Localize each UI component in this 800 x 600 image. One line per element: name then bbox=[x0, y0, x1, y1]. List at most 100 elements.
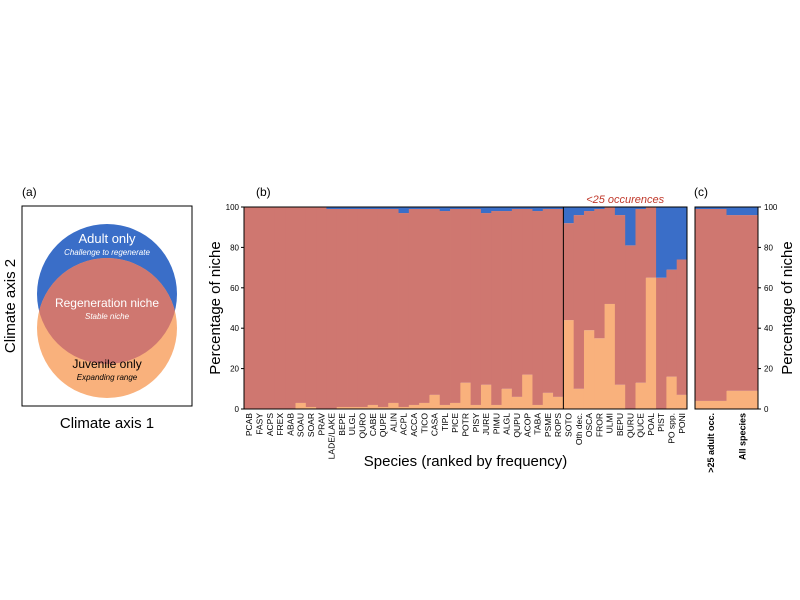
bar-poal-juvenile-only bbox=[645, 277, 657, 409]
bar-osca-juvenile-only bbox=[583, 330, 595, 409]
adult-only-title: Adult only bbox=[78, 231, 136, 246]
panel-b-frame bbox=[243, 206, 688, 410]
bar-quro-juvenile-only bbox=[357, 406, 369, 409]
x-tick-acop: ACOP bbox=[522, 413, 532, 437]
bar-po-spp-regeneration-niche bbox=[666, 269, 678, 377]
bar-frex-regeneration-niche bbox=[274, 207, 286, 409]
bar-pist-regeneration-niche bbox=[656, 277, 667, 409]
bar-tipl-adult-only bbox=[439, 207, 451, 212]
bar-taba-juvenile-only bbox=[532, 404, 544, 409]
bar-rops-juvenile-only bbox=[553, 396, 564, 409]
bar-quro-adult-only bbox=[357, 207, 369, 210]
bar-quro-regeneration-niche bbox=[357, 209, 369, 407]
climate-axis-1-label: Climate axis 1 bbox=[60, 415, 154, 432]
bar-bepu-juvenile-only bbox=[614, 384, 626, 409]
bar-tico-adult-only bbox=[419, 207, 430, 210]
bar-psme-juvenile-only bbox=[542, 392, 554, 409]
bar-quce-juvenile-only bbox=[635, 382, 647, 409]
bar-quru-adult-only bbox=[625, 207, 636, 246]
bar-pisy-adult-only bbox=[470, 207, 482, 210]
bar-pisy-juvenile-only bbox=[470, 404, 482, 409]
bar-tipl-regeneration-niche bbox=[439, 211, 451, 405]
bar-pcab-regeneration-niche bbox=[244, 207, 255, 409]
bar-cabe-regeneration-niche bbox=[367, 209, 379, 405]
bar-acop-regeneration-niche bbox=[522, 209, 533, 375]
x-tick-quro: QURO bbox=[357, 413, 367, 439]
bar-jure-juvenile-only bbox=[480, 384, 492, 409]
bar-quru-regeneration-niche bbox=[625, 245, 636, 409]
x-tick-psme: PSME bbox=[543, 413, 553, 437]
x-tick-rops: ROPS bbox=[553, 413, 563, 437]
bar-acpl-juvenile-only bbox=[398, 406, 410, 409]
bar-casa-adult-only bbox=[429, 207, 441, 210]
bar-soau-juvenile-only bbox=[295, 402, 307, 409]
bar-alin-adult-only bbox=[388, 207, 399, 210]
x-tick-quce: QUCE bbox=[636, 413, 646, 438]
bar-jure-regeneration-niche bbox=[480, 213, 492, 385]
x-tick-bepe: BEPE bbox=[337, 413, 347, 436]
bar-qupe-adult-only bbox=[377, 207, 389, 210]
bar-tico-juvenile-only bbox=[419, 402, 430, 409]
bar-potr-adult-only bbox=[460, 207, 472, 210]
bar-ulgl-adult-only bbox=[347, 207, 358, 210]
x-tick-fror: FROR bbox=[594, 413, 604, 437]
panel-c-x-tick-labels: >25 adult occ. All species bbox=[706, 413, 748, 473]
bar-pice-regeneration-niche bbox=[450, 209, 461, 403]
x-tick-acca: ACCA bbox=[409, 413, 419, 437]
x-tick-25-adult-occ: >25 adult occ. bbox=[706, 413, 716, 473]
y-tick-label: 100 bbox=[226, 203, 240, 212]
bar-bepe-regeneration-niche bbox=[336, 209, 348, 407]
x-tick-ulgl: ULGL bbox=[347, 413, 357, 435]
bar-alin-juvenile-only bbox=[388, 402, 399, 409]
bar-fror-adult-only bbox=[594, 207, 605, 210]
bar-ulgl-regeneration-niche bbox=[347, 209, 358, 407]
x-tick-acps: ACPS bbox=[265, 413, 275, 436]
x-tick-quru: QURU bbox=[625, 413, 635, 438]
bar-quce-regeneration-niche bbox=[635, 209, 647, 383]
panel-c-y-axis-label: Percentage of niche bbox=[779, 241, 796, 374]
y-tick-label: 80 bbox=[764, 243, 773, 252]
climate-axis-2-label: Climate axis 2 bbox=[2, 259, 19, 353]
bar-poni-regeneration-niche bbox=[676, 259, 688, 395]
low-occurrence-annotation: <25 occurences bbox=[586, 194, 664, 206]
bar-all-species-adult-only bbox=[726, 207, 759, 216]
bar-qupu-regeneration-niche bbox=[511, 209, 523, 397]
bar-pist-adult-only bbox=[656, 207, 667, 278]
bar-acps-regeneration-niche bbox=[264, 207, 276, 409]
bar-acca-regeneration-niche bbox=[408, 209, 420, 405]
x-tick-pimu: PIMU bbox=[491, 413, 501, 434]
bar-pimu-juvenile-only bbox=[491, 404, 502, 409]
panel-c-y-axis: 0 20 40 60 80 100 bbox=[758, 203, 778, 414]
x-tick-algl: ALGL bbox=[502, 413, 512, 435]
y-tick-label: 80 bbox=[230, 243, 239, 252]
bar-jure-adult-only bbox=[480, 207, 492, 214]
bar-oth-dec-adult-only bbox=[573, 207, 585, 216]
bar-alin-regeneration-niche bbox=[388, 209, 399, 403]
panel-c-label: (c) bbox=[694, 185, 708, 199]
x-tick-pist: PIST bbox=[656, 413, 666, 432]
x-tick-prav: PRAV bbox=[316, 413, 326, 436]
x-tick-jure: JURE bbox=[481, 413, 491, 436]
bar-25-adult-occ-regeneration-niche bbox=[695, 209, 727, 401]
bar-acop-adult-only bbox=[522, 207, 533, 210]
x-tick-oth-dec: Oth dec. bbox=[574, 413, 584, 445]
bar-qupe-juvenile-only bbox=[377, 406, 389, 409]
x-tick-all-species: All species bbox=[737, 413, 747, 460]
x-tick-lade-lake: LADE/LAKE bbox=[327, 413, 337, 460]
bar-acpl-regeneration-niche bbox=[398, 213, 410, 407]
bar-taba-regeneration-niche bbox=[532, 211, 544, 405]
panel-a-venn: (a) Adult only Challenge to regenerate R… bbox=[2, 185, 193, 432]
y-tick-label: 40 bbox=[764, 324, 773, 333]
bar-25-adult-occ-juvenile-only bbox=[695, 400, 727, 409]
x-tick-potr: POTR bbox=[461, 413, 471, 437]
x-tick-poni: PONI bbox=[677, 413, 687, 434]
y-tick-label: 100 bbox=[764, 203, 778, 212]
bar-poal-regeneration-niche bbox=[645, 207, 657, 278]
bar-soto-juvenile-only bbox=[563, 320, 575, 409]
y-tick-label: 60 bbox=[764, 284, 773, 293]
panel-b-x-axis-label: Species (ranked by frequency) bbox=[364, 453, 567, 470]
x-tick-soau: SOAU bbox=[296, 413, 306, 437]
panel-b-label: (b) bbox=[256, 185, 271, 199]
x-tick-ulmi: ULMI bbox=[605, 413, 615, 433]
x-tick-cabe: CABE bbox=[368, 413, 378, 436]
